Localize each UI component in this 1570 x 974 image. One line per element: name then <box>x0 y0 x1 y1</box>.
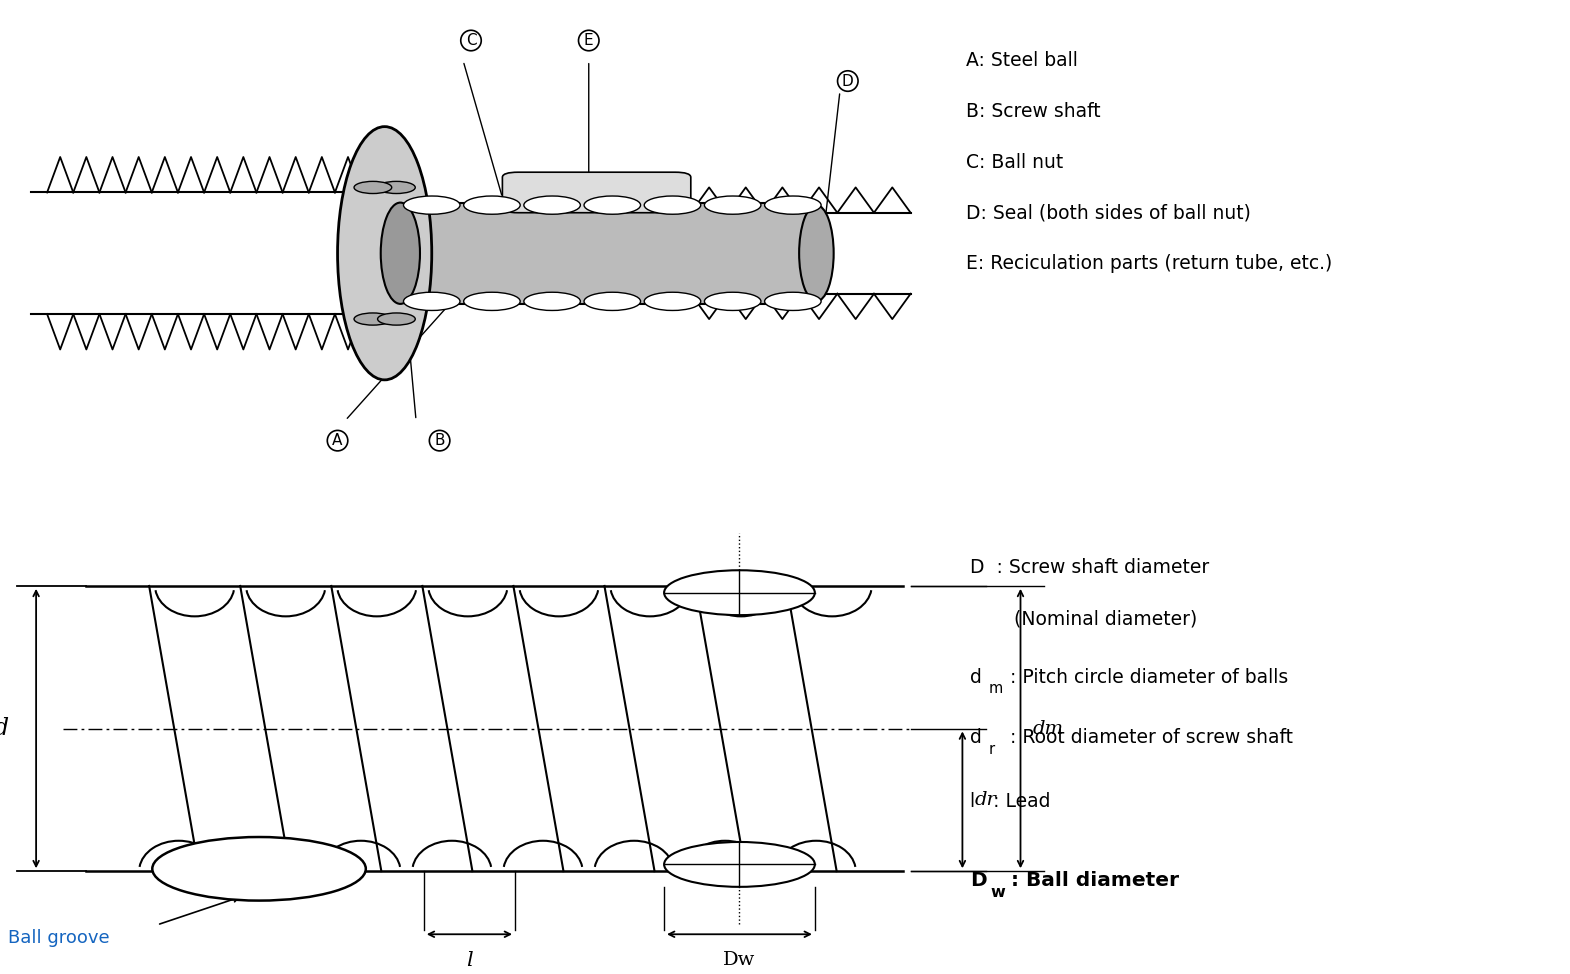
Circle shape <box>664 570 815 616</box>
Circle shape <box>765 196 821 214</box>
Circle shape <box>355 313 391 325</box>
Text: : Pitch circle diameter of balls: : Pitch circle diameter of balls <box>1010 667 1287 687</box>
Text: l   : Lead: l : Lead <box>970 792 1050 810</box>
Circle shape <box>463 196 520 214</box>
Text: C: C <box>466 33 476 48</box>
Text: B: B <box>435 433 444 448</box>
Text: : Ball diameter: : Ball diameter <box>1011 871 1179 890</box>
Text: r: r <box>989 742 995 757</box>
Circle shape <box>378 181 414 194</box>
Circle shape <box>765 292 821 311</box>
Circle shape <box>152 837 366 901</box>
FancyBboxPatch shape <box>502 172 691 212</box>
Text: D: Seal (both sides of ball nut): D: Seal (both sides of ball nut) <box>966 204 1250 222</box>
Circle shape <box>355 181 391 194</box>
Text: dm: dm <box>1033 720 1064 737</box>
Text: w: w <box>991 884 1005 900</box>
Circle shape <box>584 292 641 311</box>
Text: D  : Screw shaft diameter: D : Screw shaft diameter <box>970 558 1209 577</box>
Circle shape <box>403 196 460 214</box>
Text: d: d <box>0 717 9 740</box>
Ellipse shape <box>799 206 834 301</box>
Circle shape <box>644 292 700 311</box>
Circle shape <box>705 292 761 311</box>
Text: A: Steel ball: A: Steel ball <box>966 52 1077 70</box>
Bar <box>400 203 816 304</box>
Text: m: m <box>989 681 1003 696</box>
Text: l: l <box>466 951 473 970</box>
Circle shape <box>378 313 414 325</box>
Circle shape <box>524 292 581 311</box>
Text: E: Reciculation parts (return tube, etc.): E: Reciculation parts (return tube, etc.… <box>966 254 1331 273</box>
Text: : Root diameter of screw shaft: : Root diameter of screw shaft <box>1010 729 1292 747</box>
Text: C: Ball nut: C: Ball nut <box>966 153 1063 171</box>
Text: Ball groove: Ball groove <box>8 928 110 947</box>
Circle shape <box>644 196 700 214</box>
Ellipse shape <box>380 203 421 304</box>
Text: d: d <box>970 667 983 687</box>
Circle shape <box>524 196 581 214</box>
Text: dr: dr <box>975 791 997 808</box>
Text: E: E <box>584 33 593 48</box>
Circle shape <box>403 292 460 311</box>
Circle shape <box>584 196 641 214</box>
Text: d: d <box>970 729 983 747</box>
Text: A: A <box>333 433 342 448</box>
Circle shape <box>664 842 815 887</box>
Circle shape <box>705 196 761 214</box>
Text: (Nominal diameter): (Nominal diameter) <box>1014 609 1198 628</box>
Text: Dw: Dw <box>724 951 755 968</box>
Circle shape <box>463 292 520 311</box>
Text: D: D <box>970 871 988 890</box>
Ellipse shape <box>338 127 432 380</box>
Text: B: Screw shaft: B: Screw shaft <box>966 102 1101 121</box>
Text: D: D <box>842 73 854 89</box>
